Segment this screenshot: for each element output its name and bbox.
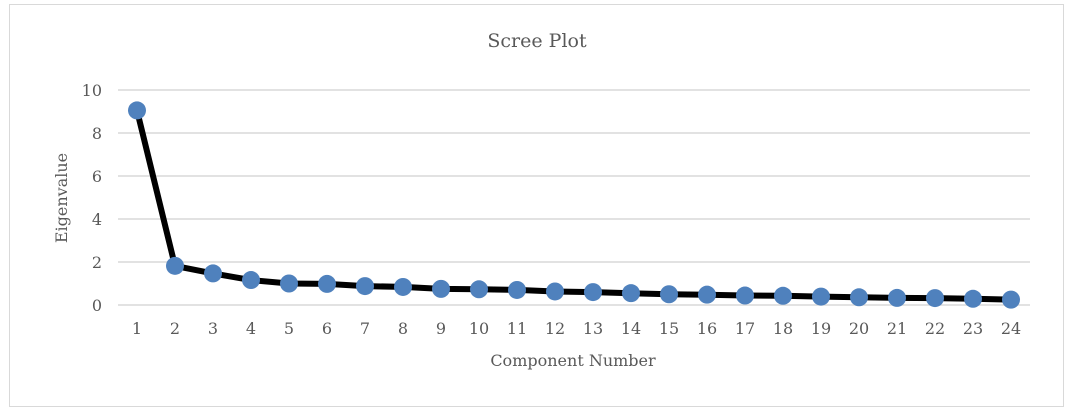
x-tick-label: 22 <box>925 319 945 338</box>
x-tick-label: 13 <box>583 319 603 338</box>
data-point <box>280 274 298 293</box>
data-point <box>622 284 640 303</box>
y-tick-label: 8 <box>92 124 102 143</box>
data-point <box>584 283 602 302</box>
data-point <box>698 285 716 304</box>
data-point <box>242 271 260 290</box>
data-point <box>128 101 146 120</box>
x-tick-label: 15 <box>659 319 679 338</box>
x-tick-label: 23 <box>963 319 983 338</box>
x-tick-labels: 1 2 3 4 5 6 7 8 9 10 11 12 13 14 15 16 17 18 19 20 21 22 23 24 <box>132 319 1021 338</box>
x-tick-label: 2 <box>170 319 180 338</box>
y-axis-title: Eigenvalue <box>52 153 71 243</box>
data-point <box>204 264 222 283</box>
data-point <box>394 277 412 296</box>
x-tick-label: 8 <box>398 319 408 338</box>
x-tick-label: 5 <box>284 319 294 338</box>
data-point <box>1002 290 1020 309</box>
x-tick-label: 10 <box>469 319 489 338</box>
x-tick-label: 14 <box>621 319 641 338</box>
chart-frame <box>9 4 1064 407</box>
data-point <box>508 280 526 299</box>
data-point <box>470 280 488 299</box>
y-tick-label: 6 <box>92 167 102 186</box>
x-tick-label: 4 <box>246 319 256 338</box>
y-tick-label: 4 <box>92 210 102 229</box>
y-tick-label: 10 <box>82 81 102 100</box>
series-group <box>128 101 1020 309</box>
data-point <box>812 287 830 306</box>
data-point <box>432 279 450 298</box>
data-point <box>888 288 906 307</box>
x-tick-label: 12 <box>545 319 565 338</box>
x-tick-label: 6 <box>322 319 332 338</box>
data-point <box>850 288 868 307</box>
x-axis-title: Component Number <box>490 351 656 370</box>
data-point <box>356 277 374 296</box>
data-point <box>926 289 944 308</box>
x-tick-label: 3 <box>208 319 218 338</box>
y-tick-label: 2 <box>92 253 102 272</box>
series-line <box>134 107 1014 303</box>
x-tick-label: 1 <box>132 319 142 338</box>
gridlines <box>118 89 1030 306</box>
data-point <box>546 282 564 301</box>
x-tick-label: 9 <box>436 319 446 338</box>
x-tick-label: 17 <box>735 319 755 338</box>
data-point <box>166 256 184 275</box>
x-tick-label: 21 <box>887 319 907 338</box>
y-tick-label: 0 <box>92 296 102 315</box>
x-tick-label: 24 <box>1001 319 1021 338</box>
x-tick-label: 11 <box>507 319 527 338</box>
data-point <box>964 289 982 308</box>
x-tick-label: 16 <box>697 319 717 338</box>
x-tick-label: 7 <box>360 319 370 338</box>
data-point <box>318 274 336 293</box>
x-tick-label: 20 <box>849 319 869 338</box>
y-tick-labels: 0 2 4 6 8 10 <box>82 81 102 315</box>
data-point <box>660 285 678 304</box>
data-point <box>736 286 754 305</box>
x-tick-label: 18 <box>773 319 793 338</box>
x-tick-label: 19 <box>811 319 831 338</box>
data-point <box>774 286 792 305</box>
chart-title: Scree Plot <box>487 30 587 52</box>
